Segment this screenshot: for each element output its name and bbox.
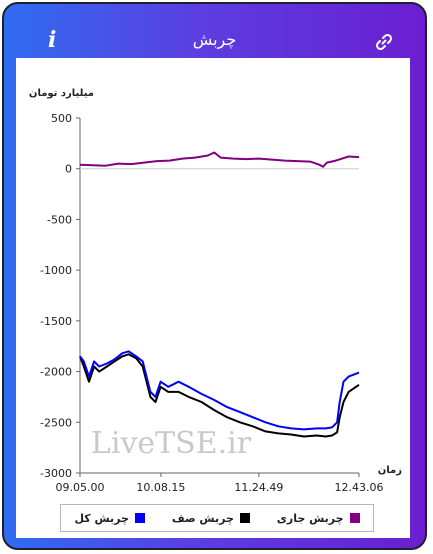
y-tick-label: -2500	[40, 416, 72, 429]
x-tick-label: 11.24.49	[234, 481, 283, 494]
legend-item-queue[interactable]: چربش صف	[172, 512, 250, 525]
legend-label: چربش صف	[171, 511, 234, 525]
legend: چربش جاری چربش صف چربش کل	[60, 504, 374, 532]
y-tick-label: -1500	[40, 315, 72, 328]
legend-swatch	[134, 513, 145, 523]
y-axis-label: میلیارد تومان	[29, 88, 94, 99]
page-title: چربش	[192, 30, 237, 49]
legend-label: چربش کل	[74, 511, 129, 525]
legend-item-current[interactable]: چربش جاری	[277, 512, 360, 525]
y-tick-label: 0	[65, 163, 72, 176]
y-tick-label: -2000	[40, 366, 72, 379]
legend-label: چربش جاری	[276, 511, 344, 525]
x-axis-label: زمان	[378, 465, 402, 476]
x-tick-label: 09.05.00	[56, 481, 105, 494]
y-tick-label: -500	[47, 213, 72, 226]
chart-card: i چربش میلیارد تومان LiveTSE.ir 500 0 -500…	[2, 2, 427, 550]
watermark: LiveTSE.ir	[91, 426, 252, 461]
legend-item-total[interactable]: چربش کل	[74, 512, 145, 525]
info-icon[interactable]: i	[48, 27, 57, 53]
line-chart: میلیارد تومان LiveTSE.ir 500 0 -500 -1000 -1…	[29, 88, 402, 494]
legend-swatch	[239, 513, 250, 523]
link-icon[interactable]	[374, 32, 394, 52]
y-tick-label: 500	[51, 112, 72, 125]
series-line-1	[79, 353, 360, 438]
x-tick-label: 10.08.15	[136, 481, 185, 494]
y-tick-label: -3000	[40, 467, 72, 480]
series-line-0	[79, 151, 360, 168]
chart-panel: میلیارد تومان LiveTSE.ir 500 0 -500 -1000 -1…	[16, 58, 410, 538]
series-line-2	[79, 350, 360, 431]
x-tick-label: 12.43.06	[335, 481, 384, 494]
legend-swatch	[349, 513, 360, 523]
y-tick-label: -1000	[40, 264, 72, 277]
